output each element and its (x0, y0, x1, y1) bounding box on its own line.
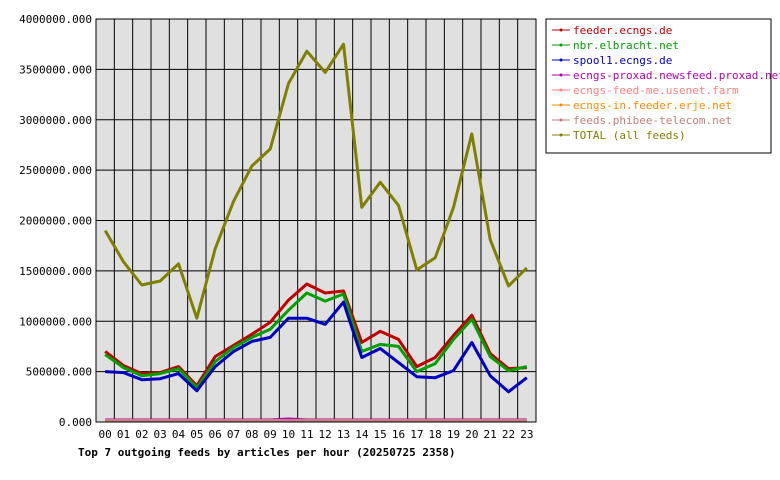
x-tick-label: 22 (502, 428, 515, 441)
y-tick-label: 1500000.000 (19, 265, 92, 278)
legend-label: nbr.elbracht.net (573, 39, 679, 52)
x-tick-label: 16 (392, 428, 405, 441)
y-tick-label: 3000000.000 (19, 114, 92, 127)
x-tick-label: 00 (99, 428, 112, 441)
x-tick-label: 07 (227, 428, 240, 441)
x-tick-label: 15 (374, 428, 387, 441)
legend-marker (559, 118, 563, 122)
x-tick-label: 18 (429, 428, 442, 441)
series-line-1 (104, 291, 528, 390)
legend-label: ecngs-proxad.newsfeed.proxad.net (573, 69, 780, 82)
legend-label: TOTAL (all feeds) (573, 129, 686, 142)
series-line-7 (103, 42, 528, 320)
legend-marker (559, 28, 563, 32)
x-tick-label: 01 (117, 428, 130, 441)
x-tick-label: 08 (245, 428, 258, 441)
x-tick-label: 09 (264, 428, 277, 441)
legend-label: feeds.phibee-telecom.net (573, 114, 732, 127)
x-tick-label: 17 (410, 428, 423, 441)
x-tick-label: 14 (355, 428, 369, 441)
x-tick-label: 21 (484, 428, 497, 441)
series-lines (103, 42, 528, 423)
x-tick-label: 12 (319, 428, 332, 441)
x-tick-label: 11 (300, 428, 313, 441)
x-tick-label: 06 (209, 428, 222, 441)
legend-marker (559, 88, 563, 92)
x-tick-label: 13 (337, 428, 350, 441)
legend-box (545, 18, 772, 154)
series-line-2 (105, 300, 528, 394)
legend-marker (559, 58, 563, 62)
y-tick-label: 2000000.000 (19, 215, 92, 228)
legend-label: ecngs-feed-me.usenet.farm (573, 84, 739, 97)
y-tick-label: 4000000.000 (19, 13, 92, 26)
x-tick-label: 19 (447, 428, 460, 441)
legend-label: spool1.ecngs.de (573, 54, 672, 67)
axes: 0.000500000.0001000000.0001500000.000200… (19, 13, 537, 441)
chart-title: Top 7 outgoing feeds by articles per hou… (78, 446, 456, 459)
legend: feeder.ecngs.de nbr.elbracht.net spool1.ec… (545, 18, 780, 154)
legend-marker (559, 133, 563, 137)
y-tick-label: 2500000.000 (19, 164, 92, 177)
y-tick-label: 1000000.000 (19, 315, 92, 328)
x-tick-label: 20 (465, 428, 478, 441)
y-tick-label: 3500000.000 (19, 63, 92, 76)
legend-label: ecngs-in.feeder.erje.net (573, 99, 732, 112)
legend-marker (559, 103, 563, 107)
x-tick-label: 04 (172, 428, 186, 441)
y-tick-label: 0.000 (59, 416, 92, 429)
x-tick-label: 10 (282, 428, 295, 441)
x-tick-label: 02 (135, 428, 148, 441)
x-tick-label: 03 (154, 428, 167, 441)
y-tick-label: 500000.000 (26, 366, 92, 379)
x-tick-label: 05 (190, 428, 203, 441)
legend-marker (559, 43, 563, 47)
series-line-0 (104, 282, 527, 388)
plot-border (95, 18, 537, 423)
x-tick-label: 23 (520, 428, 533, 441)
legend-label: feeder.ecngs.de (573, 24, 672, 37)
legend-marker (559, 73, 563, 77)
